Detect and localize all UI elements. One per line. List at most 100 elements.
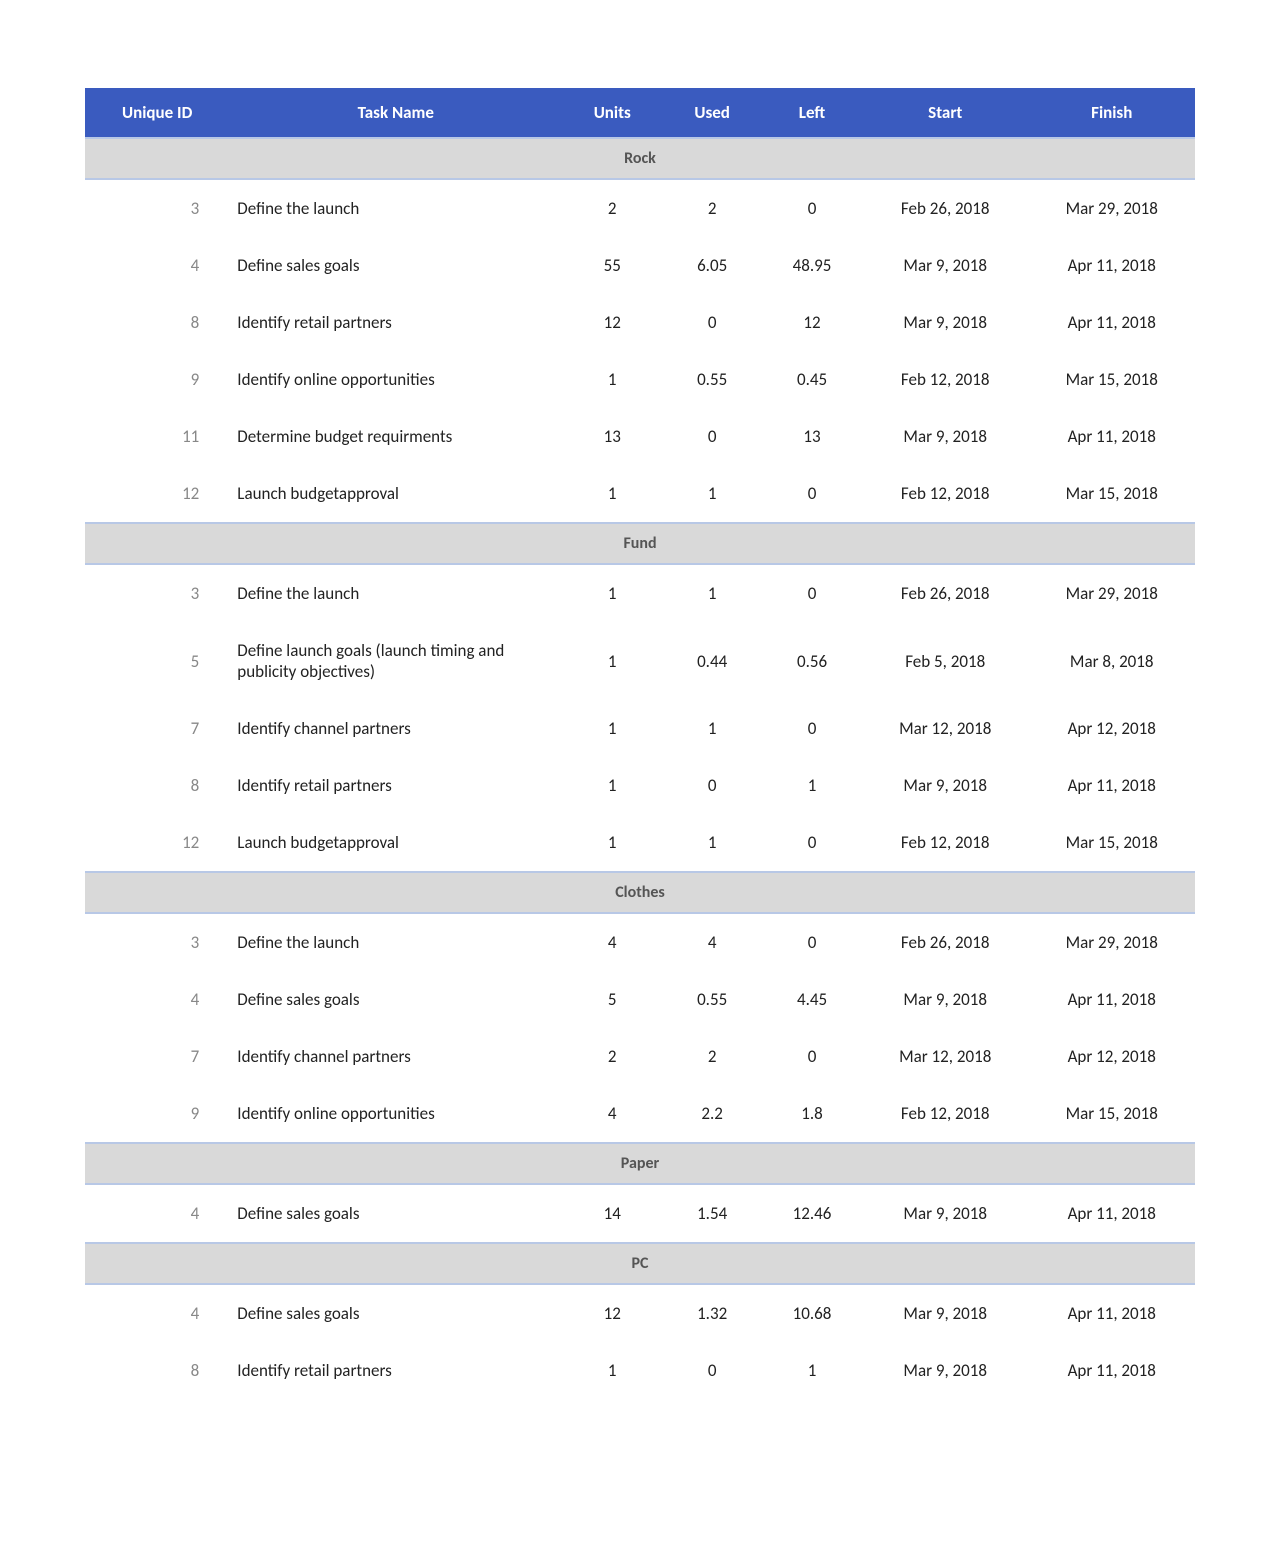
cell-finish: Apr 12, 2018: [1028, 1028, 1195, 1085]
col-header-task-name: Task Name: [229, 88, 562, 138]
cell-start: Mar 9, 2018: [862, 757, 1029, 814]
cell-start: Mar 9, 2018: [862, 408, 1029, 465]
table-row: 5Define launch goals (launch timing and …: [85, 622, 1195, 700]
table-header: Unique ID Task Name Units Used Left Star…: [85, 88, 1195, 138]
cell-unique-id: 11: [85, 408, 229, 465]
group-label: Clothes: [85, 872, 1195, 913]
cell-units: 12: [562, 294, 662, 351]
cell-unique-id: 8: [85, 757, 229, 814]
cell-start: Mar 9, 2018: [862, 971, 1029, 1028]
cell-finish: Mar 15, 2018: [1028, 1085, 1195, 1143]
table-row: 7Identify channel partners220Mar 12, 201…: [85, 1028, 1195, 1085]
cell-task-name: Identify channel partners: [229, 1028, 562, 1085]
cell-unique-id: 8: [85, 1342, 229, 1399]
cell-units: 2: [562, 1028, 662, 1085]
group-label: PC: [85, 1243, 1195, 1284]
table-row: 8Identify retail partners101Mar 9, 2018A…: [85, 1342, 1195, 1399]
cell-finish: Apr 11, 2018: [1028, 408, 1195, 465]
cell-start: Feb 12, 2018: [862, 1085, 1029, 1143]
cell-used: 0: [662, 1342, 762, 1399]
cell-task-name: Identify channel partners: [229, 700, 562, 757]
cell-task-name: Identify retail partners: [229, 757, 562, 814]
cell-used: 1: [662, 465, 762, 523]
cell-left: 48.95: [762, 237, 862, 294]
cell-finish: Mar 29, 2018: [1028, 564, 1195, 622]
col-header-used: Used: [662, 88, 762, 138]
cell-used: 1: [662, 700, 762, 757]
cell-used: 0: [662, 408, 762, 465]
cell-task-name: Identify online opportunities: [229, 351, 562, 408]
cell-start: Feb 26, 2018: [862, 913, 1029, 971]
cell-start: Mar 12, 2018: [862, 1028, 1029, 1085]
cell-units: 2: [562, 179, 662, 237]
table-row: 3Define the launch440Feb 26, 2018Mar 29,…: [85, 913, 1195, 971]
cell-unique-id: 9: [85, 1085, 229, 1143]
cell-units: 1: [562, 622, 662, 700]
cell-left: 0: [762, 700, 862, 757]
table-row: 3Define the launch220Feb 26, 2018Mar 29,…: [85, 179, 1195, 237]
cell-left: 10.68: [762, 1284, 862, 1342]
cell-units: 12: [562, 1284, 662, 1342]
cell-finish: Apr 12, 2018: [1028, 700, 1195, 757]
cell-left: 1: [762, 757, 862, 814]
col-header-units: Units: [562, 88, 662, 138]
table-row: 4Define sales goals141.5412.46Mar 9, 201…: [85, 1184, 1195, 1243]
group-label: Rock: [85, 138, 1195, 179]
cell-start: Feb 12, 2018: [862, 814, 1029, 872]
cell-unique-id: 12: [85, 814, 229, 872]
cell-start: Feb 12, 2018: [862, 465, 1029, 523]
cell-units: 1: [562, 757, 662, 814]
cell-task-name: Determine budget requirments: [229, 408, 562, 465]
cell-left: 0: [762, 179, 862, 237]
cell-start: Feb 26, 2018: [862, 564, 1029, 622]
cell-left: 12: [762, 294, 862, 351]
cell-used: 0: [662, 294, 762, 351]
cell-left: 0: [762, 564, 862, 622]
cell-start: Mar 9, 2018: [862, 1342, 1029, 1399]
cell-finish: Apr 11, 2018: [1028, 971, 1195, 1028]
table-row: 9Identify online opportunities10.550.45F…: [85, 351, 1195, 408]
table-row: 7Identify channel partners110Mar 12, 201…: [85, 700, 1195, 757]
table-row: 4Define sales goals50.554.45Mar 9, 2018A…: [85, 971, 1195, 1028]
cell-unique-id: 4: [85, 237, 229, 294]
cell-finish: Mar 15, 2018: [1028, 814, 1195, 872]
cell-used: 2.2: [662, 1085, 762, 1143]
table-row: 9Identify online opportunities42.21.8Feb…: [85, 1085, 1195, 1143]
cell-used: 0.55: [662, 971, 762, 1028]
cell-units: 4: [562, 1085, 662, 1143]
group-row: Fund: [85, 523, 1195, 564]
cell-finish: Mar 29, 2018: [1028, 913, 1195, 971]
cell-finish: Apr 11, 2018: [1028, 1184, 1195, 1243]
cell-unique-id: 9: [85, 351, 229, 408]
cell-units: 1: [562, 700, 662, 757]
cell-left: 0.45: [762, 351, 862, 408]
cell-left: 4.45: [762, 971, 862, 1028]
cell-finish: Mar 15, 2018: [1028, 465, 1195, 523]
cell-finish: Mar 8, 2018: [1028, 622, 1195, 700]
page: Unique ID Task Name Units Used Left Star…: [0, 0, 1280, 1459]
cell-task-name: Launch budgetapproval: [229, 814, 562, 872]
cell-unique-id: 4: [85, 1184, 229, 1243]
cell-unique-id: 4: [85, 1284, 229, 1342]
cell-units: 1: [562, 814, 662, 872]
cell-left: 0: [762, 1028, 862, 1085]
group-label: Paper: [85, 1143, 1195, 1184]
cell-unique-id: 5: [85, 622, 229, 700]
cell-start: Mar 12, 2018: [862, 700, 1029, 757]
cell-unique-id: 8: [85, 294, 229, 351]
cell-left: 12.46: [762, 1184, 862, 1243]
group-row: Paper: [85, 1143, 1195, 1184]
cell-start: Feb 26, 2018: [862, 179, 1029, 237]
cell-task-name: Launch budgetapproval: [229, 465, 562, 523]
cell-used: 4: [662, 913, 762, 971]
cell-units: 4: [562, 913, 662, 971]
group-label: Fund: [85, 523, 1195, 564]
cell-start: Mar 9, 2018: [862, 237, 1029, 294]
cell-used: 2: [662, 1028, 762, 1085]
group-row: Rock: [85, 138, 1195, 179]
cell-finish: Apr 11, 2018: [1028, 757, 1195, 814]
col-header-left: Left: [762, 88, 862, 138]
cell-units: 55: [562, 237, 662, 294]
cell-left: 0: [762, 814, 862, 872]
cell-unique-id: 3: [85, 564, 229, 622]
